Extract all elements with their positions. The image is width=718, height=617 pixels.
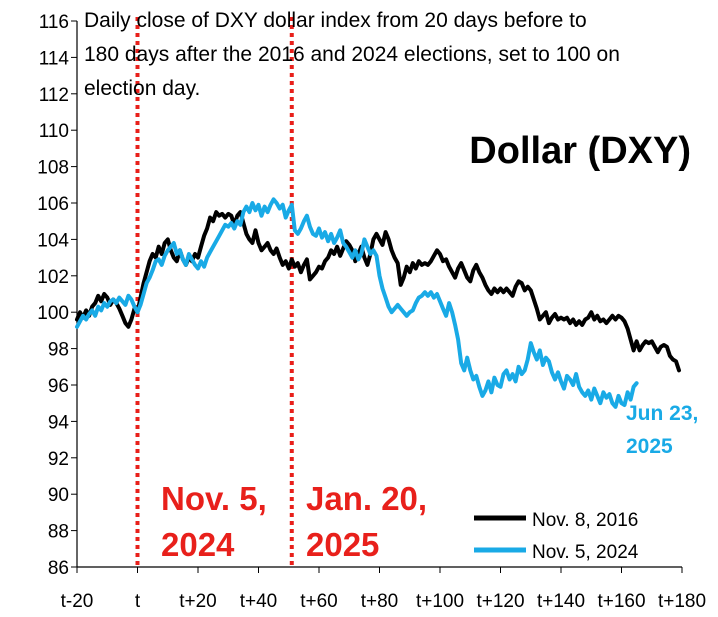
election-label-line-1: Nov. 5,: [161, 480, 267, 517]
inauguration-label-line-1: Jan. 20,: [306, 480, 427, 517]
x-tick-label: t+140: [537, 591, 585, 612]
y-tick-label: 114: [39, 48, 70, 69]
y-tick-label: 98: [48, 340, 69, 361]
end-date-label-line-1: Jun 23,: [626, 402, 698, 425]
y-tick-label: 86: [48, 558, 69, 579]
series-line-2024: [75, 197, 639, 409]
legend-label-2016: Nov. 8, 2016: [532, 510, 638, 531]
x-tick-label: t+40: [240, 591, 278, 612]
y-tick-label: 112: [39, 85, 69, 106]
end-date-label-line-2: 2025: [626, 435, 673, 458]
y-tick-label: 102: [37, 267, 69, 288]
y-tick-label: 94: [48, 412, 70, 433]
inauguration-label-line-2: 2025: [306, 526, 379, 563]
reference-lines: [135, 17, 294, 567]
series-line-2016: [75, 210, 681, 373]
series-lines: [75, 197, 681, 409]
x-tick-label: t+160: [597, 591, 645, 612]
axes: 86 88 90 92 94 96 98 100 102 104 106 108 110 112 114 11…: [37, 12, 706, 612]
y-tick-label: 88: [48, 522, 69, 543]
chart-subtitle-line-2: 180 days after the 2016 and 2024 electio…: [84, 43, 620, 66]
y-tick-label: 104: [37, 230, 69, 251]
x-tick-label: t+20: [179, 591, 217, 612]
x-tick-label: t+180: [658, 591, 706, 612]
x-tick-label: t+120: [476, 591, 524, 612]
chart-subtitle-line-3: election day.: [84, 77, 200, 100]
y-tick-label: 100: [37, 303, 69, 324]
y-tick-label: 108: [37, 158, 69, 179]
y-tick-label: 92: [48, 449, 69, 470]
y-tick-label: 96: [48, 376, 69, 397]
chart-subtitle-line-1: Daily close of DXY dollar index from 20 …: [84, 9, 587, 32]
chart-legend: Nov. 8, 2016 Nov. 5, 2024: [474, 510, 639, 563]
x-tick-label: t+60: [300, 591, 338, 612]
x-tick-label: t-20: [61, 591, 94, 612]
chart-text: Daily close of DXY dollar index from 20 …: [84, 9, 698, 563]
x-tick-label: t+80: [361, 591, 399, 612]
y-tick-label: 90: [48, 485, 69, 506]
election-label-line-2: 2024: [161, 526, 235, 563]
chart-title: Dollar (DXY): [469, 130, 691, 172]
y-tick-label: 110: [39, 121, 69, 142]
y-tick-label: 106: [37, 194, 69, 215]
y-tick-label: 116: [39, 12, 69, 33]
legend-label-2024: Nov. 5, 2024: [532, 542, 639, 563]
x-tick-label: t+100: [416, 591, 464, 612]
x-tick-label: t: [135, 591, 141, 612]
